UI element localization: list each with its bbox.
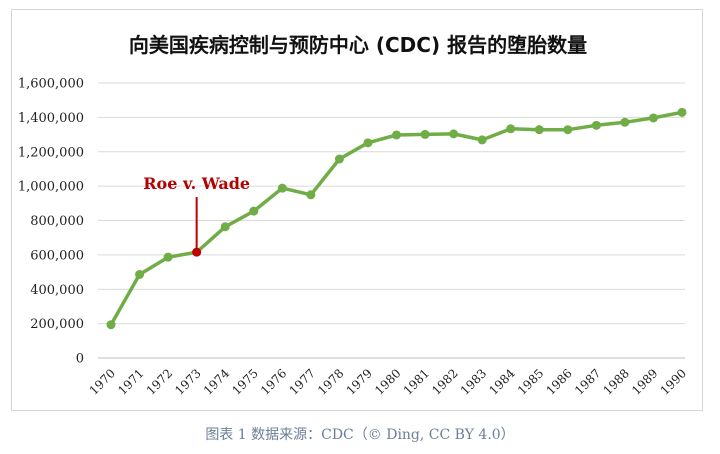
x-axis: 1970197119721973197419751976197719781979…	[87, 366, 689, 398]
x-tick-label: 1973	[172, 366, 203, 397]
x-tick-label: 1990	[658, 366, 689, 397]
x-tick-label: 1981	[401, 366, 432, 397]
x-tick-label: 1984	[486, 366, 518, 398]
x-tick-label: 1987	[572, 366, 603, 397]
y-axis: 0 200,000 400,000 600,000 800,000 1,000,000 1,…	[18, 77, 84, 367]
x-tick-label: 1972	[144, 366, 175, 397]
x-tick-label: 1975	[229, 366, 260, 397]
data-point	[392, 130, 401, 140]
data-point	[306, 190, 316, 200]
data-point	[420, 129, 430, 139]
data-point	[277, 183, 287, 193]
x-tick-label: 1983	[458, 366, 489, 397]
figure-caption: 图表 1 数据来源：CDC（© Ding, CC BY 4.0）	[205, 427, 515, 443]
data-point	[563, 125, 573, 135]
annotated-data-point	[192, 247, 202, 257]
x-tick-label: 1976	[258, 366, 289, 397]
y-tick-label: 600,000	[30, 248, 84, 263]
data-point	[363, 138, 373, 148]
annotation: Roe v. Wade	[143, 174, 250, 257]
x-tick-label: 1971	[115, 366, 146, 397]
x-tick-label: 1989	[629, 366, 660, 397]
data-point	[677, 107, 687, 117]
chart-title: 向美国疾病控制与预防中心 (CDC) 报告的堕胎数量	[129, 33, 587, 57]
x-tick-label: 1979	[344, 366, 375, 397]
x-tick-label: 1970	[87, 366, 118, 397]
y-tick-label: 200,000	[30, 317, 84, 332]
annotation-label: Roe v. Wade	[143, 174, 250, 193]
x-tick-label: 1985	[515, 366, 546, 397]
x-tick-label: 1982	[429, 366, 460, 397]
x-tick-label: 1978	[315, 366, 346, 397]
x-tick-label: 1988	[601, 366, 632, 397]
chart-frame: 向美国疾病控制与预防中心 (CDC) 报告的堕胎数量 0 200,000 400,0…	[11, 9, 703, 411]
x-tick-label: 1977	[286, 366, 317, 397]
data-point	[506, 124, 516, 134]
data-point	[591, 120, 601, 130]
data-points	[106, 107, 687, 330]
data-point	[648, 113, 658, 123]
x-tick-label: 1986	[543, 366, 574, 397]
x-tick-label: 1980	[372, 366, 403, 397]
data-point	[477, 135, 487, 145]
y-tick-label: 1,400,000	[18, 111, 84, 126]
y-tick-label: 400,000	[30, 283, 84, 298]
data-point	[220, 222, 230, 232]
y-tick-label: 800,000	[30, 214, 84, 229]
data-point	[135, 270, 145, 280]
data-point	[163, 252, 173, 262]
y-tick-label: 1,000,000	[18, 180, 84, 195]
x-tick-label: 1974	[201, 366, 233, 398]
data-point	[334, 154, 344, 164]
y-tick-label: 1,600,000	[18, 77, 84, 92]
y-tick-label: 1,200,000	[18, 145, 84, 160]
data-point	[620, 117, 630, 127]
data-point	[534, 125, 544, 135]
data-point	[249, 206, 259, 216]
data-point	[106, 320, 116, 330]
y-tick-label: 0	[76, 352, 84, 367]
line-chart: 向美国疾病控制与预防中心 (CDC) 报告的堕胎数量 0 200,000 400,0…	[18, 33, 689, 398]
data-point	[449, 129, 459, 139]
